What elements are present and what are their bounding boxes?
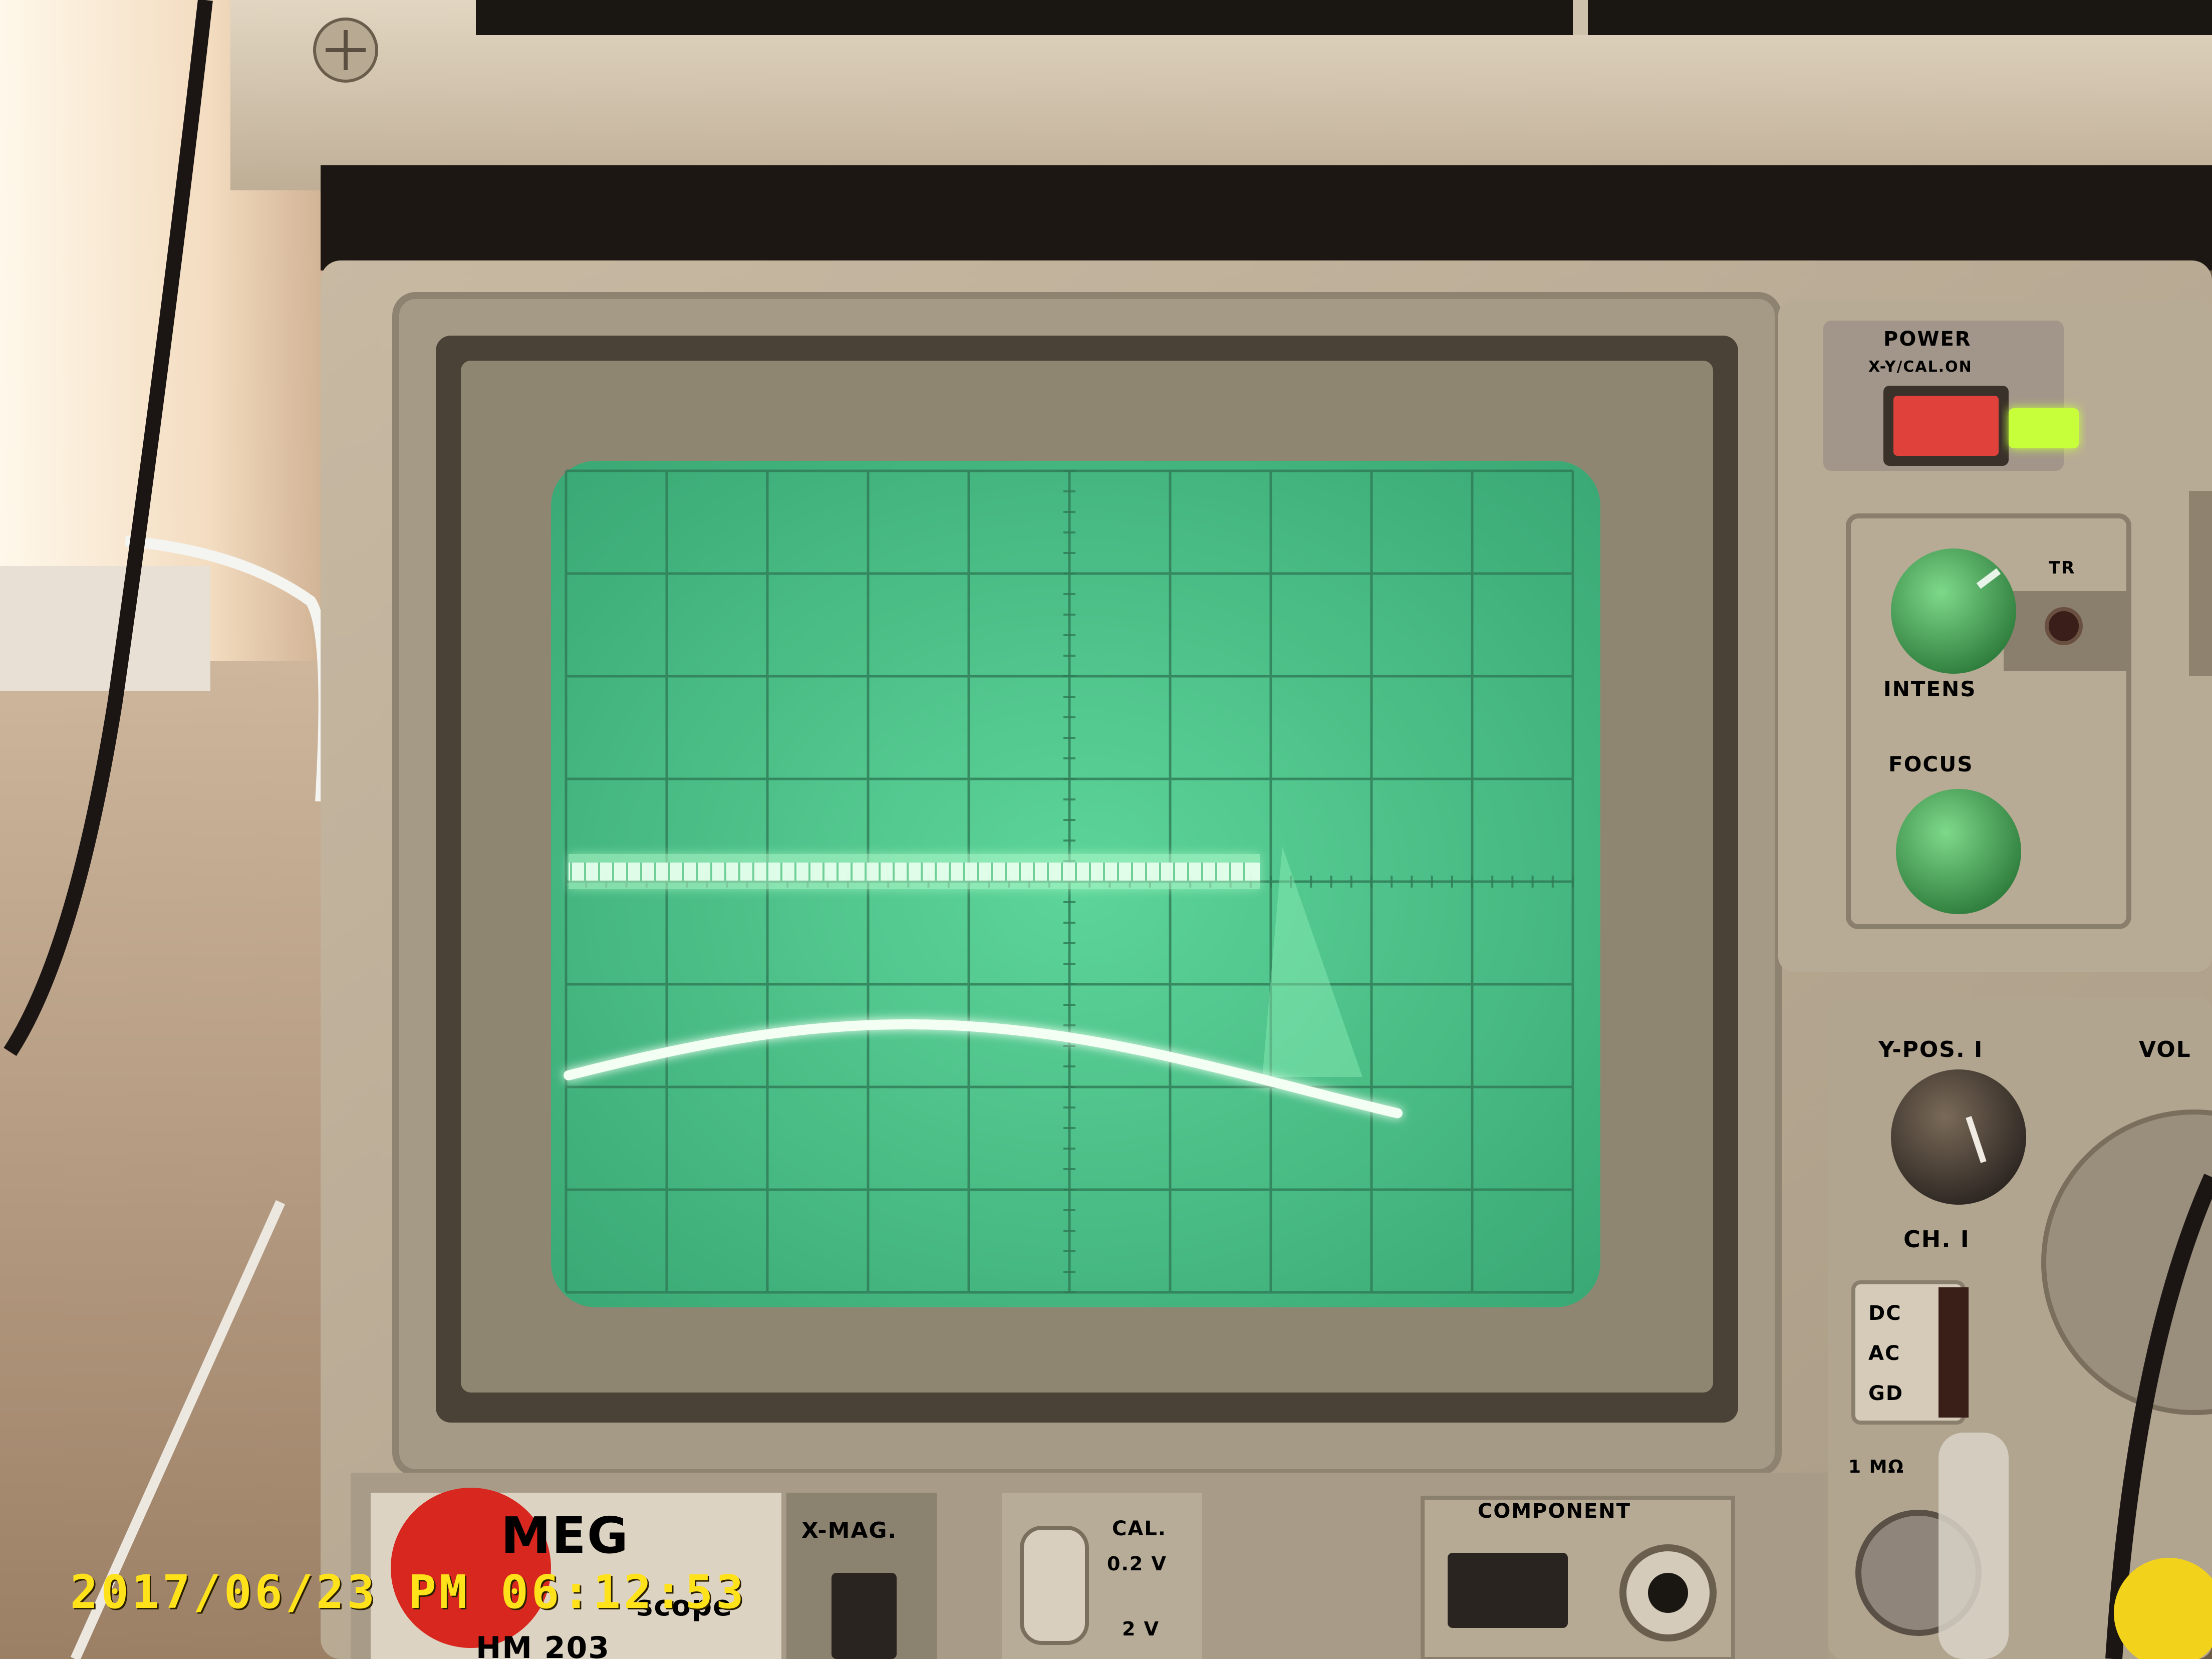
model-label: HM 203 — [476, 1630, 610, 1659]
flat-trace-ticks — [570, 863, 1245, 881]
power-label: POWER — [1883, 328, 1972, 351]
impedance-label: 1 MΩ — [1848, 1457, 1904, 1477]
trace-rotation-screw-icon[interactable] — [2045, 607, 2083, 645]
volts-div-dial[interactable] — [2041, 1110, 2212, 1415]
red-sticker — [391, 1488, 551, 1648]
cal-terminal[interactable] — [1020, 1526, 1089, 1645]
probe-connector — [1939, 1433, 2009, 1659]
intensity-focus-section — [1846, 513, 2131, 929]
desk-surface — [0, 661, 351, 1659]
intens-label: INTENS — [1883, 677, 1977, 701]
power-sub-label: X-Y/CAL.ON — [1868, 358, 1973, 376]
component-button[interactable] — [1448, 1553, 1568, 1628]
scope-word-label: scope — [636, 1590, 733, 1622]
xmag-button[interactable] — [832, 1573, 897, 1659]
coupling-gd-label: GD — [1868, 1382, 1903, 1405]
coupling-ac-label: AC — [1868, 1342, 1900, 1365]
power-led-icon — [2009, 408, 2079, 448]
cal-2v-label: 2 V — [1122, 1618, 1160, 1640]
intensity-knob[interactable] — [1891, 548, 2016, 674]
probe-cable — [2105, 1174, 2212, 1659]
xmag-label: X-MAG. — [801, 1518, 897, 1543]
cal-02v-label: 0.2 V — [1107, 1553, 1167, 1575]
focus-knob[interactable] — [1896, 789, 2021, 914]
upper-instrument-slot — [476, 0, 2212, 35]
coupling-lever[interactable] — [1939, 1287, 1969, 1418]
sine-trace — [564, 1019, 1403, 1119]
white-cable-lower — [70, 1200, 286, 1659]
power-button[interactable] — [1893, 396, 1999, 456]
ypos-knob[interactable] — [1891, 1069, 2026, 1205]
photo-timestamp: 2017/06/23 PM 06:12:53 — [70, 1565, 747, 1619]
black-cable-left — [4, 0, 213, 1056]
component-label: COMPONENT — [1478, 1500, 1631, 1523]
coupling-dc-label: DC — [1868, 1302, 1902, 1325]
ch1-label: CH. I — [1903, 1226, 1970, 1253]
tr-label: TR — [2049, 558, 2075, 578]
yellow-probe-clip — [2114, 1558, 2212, 1659]
volts-div-label: VOL — [2139, 1037, 2191, 1062]
ypos-label: Y-POS. I — [1878, 1037, 1983, 1062]
shadow-gap — [321, 165, 2212, 270]
cal-label: CAL. — [1112, 1517, 1167, 1540]
brand-label: MEG — [501, 1506, 629, 1565]
focus-label: FOCUS — [1888, 752, 1974, 776]
white-device — [0, 566, 210, 691]
screen-reflection — [1262, 847, 1362, 1077]
